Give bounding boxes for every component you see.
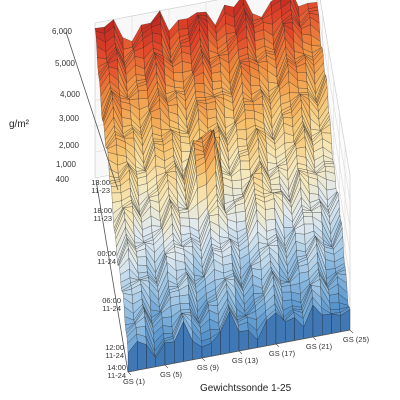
z-tick-label: 6,000 <box>52 27 73 36</box>
surface-cell <box>297 80 308 89</box>
surface-cell <box>302 212 313 217</box>
probe-tick-label: GS (25) <box>343 335 370 344</box>
surface-mesh <box>94 0 351 373</box>
surface-skirt <box>137 341 147 371</box>
z-tick-label: 5,000 <box>55 59 76 68</box>
z-tick-label: 2,000 <box>59 141 80 150</box>
surface-cell <box>173 80 184 89</box>
surface-cell <box>178 18 189 30</box>
time-tick-label: 12:00 <box>105 343 124 352</box>
probe-tick-mark <box>127 371 132 376</box>
z-axis-line <box>65 31 119 191</box>
probe-tick-label: GS (13) <box>232 356 259 365</box>
z-axis-title: g/m² <box>9 119 30 130</box>
probe-tick-mark <box>349 329 354 334</box>
surface-cell <box>136 256 147 266</box>
probe-tick-label: GS (17) <box>269 349 296 358</box>
surface-cell <box>180 142 191 152</box>
surface-cell <box>244 109 255 119</box>
surface-cell <box>152 138 164 142</box>
surface-skirt <box>238 330 249 352</box>
probe-tick-mark <box>164 364 169 369</box>
surface-cell <box>162 316 173 327</box>
surface-cell <box>179 303 191 311</box>
surface-cell <box>329 293 340 304</box>
surface-cell <box>265 207 276 221</box>
probe-tick-label: GS (5) <box>160 370 183 379</box>
tick-labels: 4001,0002,0003,0004,0005,0006,00013:0011… <box>52 27 370 386</box>
surface-cell <box>281 285 292 293</box>
surface-cell <box>303 216 314 225</box>
surface-skirt <box>331 313 341 334</box>
surface-cell <box>194 83 205 93</box>
time-tick-date: 11-23 <box>91 186 110 195</box>
probe-tick-mark <box>275 343 280 348</box>
surface-skirt <box>164 341 175 366</box>
surface-skirt <box>322 313 332 336</box>
surface-cell <box>231 179 242 189</box>
surface-cell <box>235 211 246 223</box>
time-tick-date: 11-23 <box>93 214 112 223</box>
time-tick-label: 18:00 <box>93 206 112 215</box>
x-axis-title: Gewichtssonde 1-25 <box>200 383 292 394</box>
probe-tick-label: GS (21) <box>306 342 333 351</box>
surface-cell <box>281 291 292 301</box>
surface-skirt <box>285 317 295 343</box>
surface-cell <box>236 129 247 140</box>
probe-tick-mark <box>201 357 206 362</box>
probe-tick-mark <box>238 350 243 355</box>
surface-cell <box>243 101 254 106</box>
time-axis-line <box>95 179 129 373</box>
surface-cell <box>195 91 206 98</box>
surface-cell <box>240 160 251 170</box>
time-tick-label: 13:00 <box>91 178 110 187</box>
time-tick-date: 11-24 <box>107 371 126 380</box>
time-tick-date: 11-24 <box>105 351 124 360</box>
z-tick-label: 400 <box>56 175 70 184</box>
probe-tick-label: GS (9) <box>197 363 220 372</box>
surface-cell <box>173 72 184 83</box>
z-tick-label: 1,000 <box>56 160 77 169</box>
surface-cell <box>162 325 173 334</box>
time-tick-label: 00:00 <box>97 249 116 258</box>
time-tick-date: 11-24 <box>97 257 116 266</box>
probe-tick-mark <box>312 336 317 341</box>
z-tick-label: 3,000 <box>59 114 80 123</box>
surface-cell <box>211 71 222 82</box>
surface-cell <box>296 72 308 82</box>
surface-cell <box>179 294 190 304</box>
z-tick-label: 4,000 <box>60 90 81 99</box>
surface-cell <box>111 185 122 194</box>
time-tick-label: 14:00 <box>107 363 126 372</box>
time-tick-date: 11-24 <box>102 304 121 313</box>
surface-cell <box>179 217 190 227</box>
surface-cell <box>237 138 248 147</box>
time-tick-label: 06:00 <box>102 296 121 305</box>
probe-tick-label: GS (1) <box>123 377 146 386</box>
surface-cell <box>329 302 340 310</box>
surface-cell <box>196 11 207 17</box>
surface-cell <box>138 89 149 100</box>
